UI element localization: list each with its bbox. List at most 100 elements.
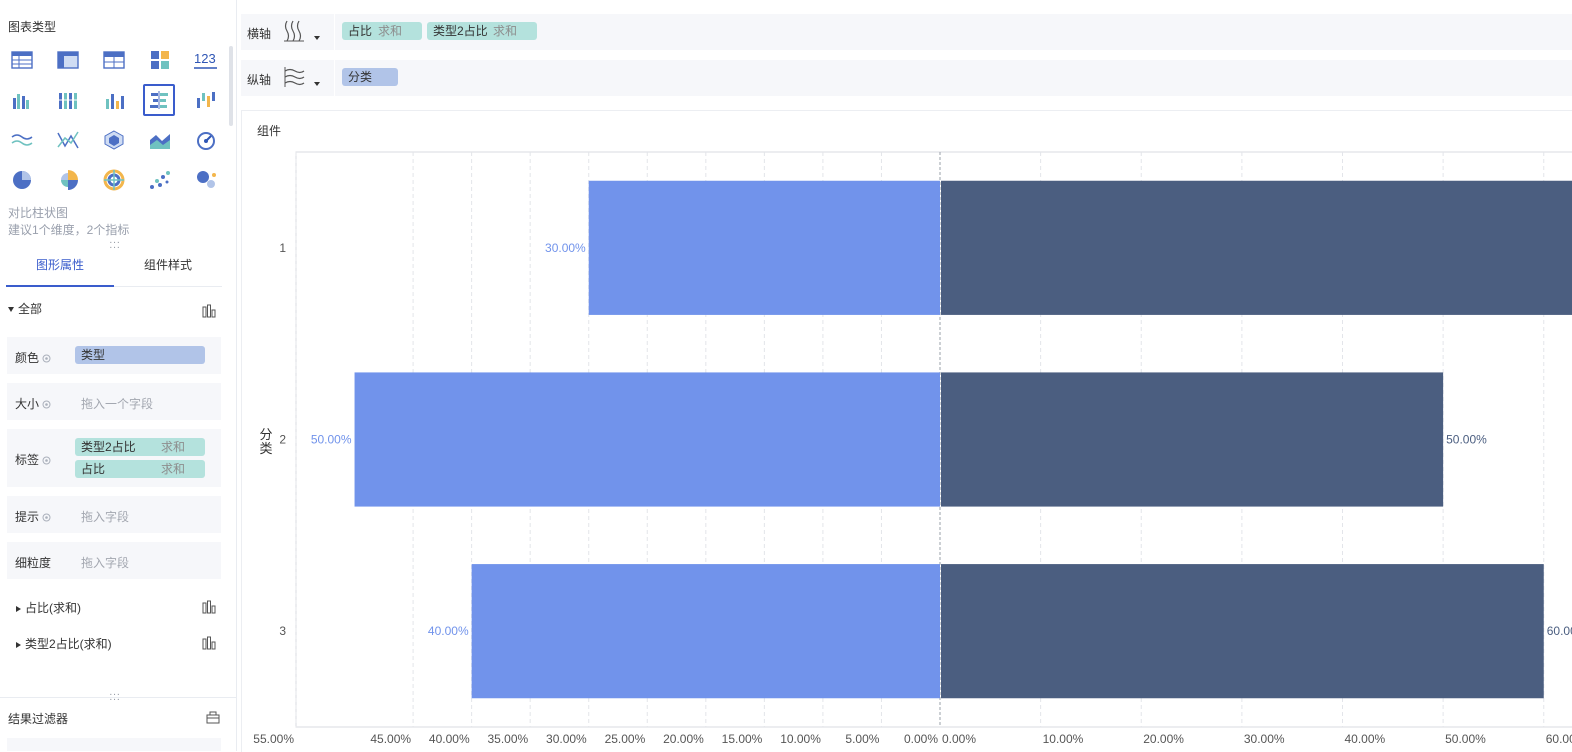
color-property-row: 颜色 类型 xyxy=(7,337,221,374)
right-tick-label: 10.00% xyxy=(1043,732,1084,746)
vertical-axis-pill[interactable]: 分类 xyxy=(342,68,398,86)
right-bar xyxy=(941,564,1544,699)
left-tick-label: 0.00% xyxy=(904,732,938,746)
horizontal-axis-pill[interactable]: 占比 求和 xyxy=(342,22,422,40)
horizontal-wave-icon[interactable] xyxy=(283,66,305,88)
y-axis-label: 分 xyxy=(259,427,272,442)
granularity-property-row: 细粒度 拖入字段 xyxy=(7,542,221,579)
measure-row-type2-ratio[interactable]: 类型2占比(求和) xyxy=(16,635,112,652)
left-bar xyxy=(471,564,940,699)
horizontal-axis-label: 横轴 xyxy=(247,27,272,41)
polyline-chart-icon[interactable] xyxy=(52,124,84,156)
line-chart-icon[interactable] xyxy=(6,124,38,156)
right-tick-label: 20.00% xyxy=(1143,732,1184,746)
resize-handle-icon[interactable]: ∙∙∙ ∙∙∙ xyxy=(109,689,121,705)
component-title: 组件 xyxy=(257,124,282,138)
left-bar xyxy=(354,372,940,507)
tab-component-style[interactable]: 组件样式 xyxy=(144,258,193,272)
chart-description: 对比柱状图 建议1个维度，2个指标 xyxy=(8,205,129,239)
category-tick-label: 3 xyxy=(279,624,286,638)
left-tick-label: 15.00% xyxy=(722,732,763,746)
tab-graphic-properties[interactable]: 图形属性 xyxy=(36,258,85,272)
bubble-chart-icon[interactable] xyxy=(190,164,222,196)
left-bar-label: 50.00% xyxy=(311,433,352,447)
size-property-row: 大小 拖入一个字段 xyxy=(7,383,221,420)
all-properties-row[interactable]: 全部 xyxy=(8,300,222,324)
settings-gear-icon[interactable] xyxy=(41,512,52,523)
dashboard-block-icon[interactable] xyxy=(144,44,176,76)
label-field-pill[interactable]: 类型2占比 求和 xyxy=(75,438,205,456)
bar-chart-icon[interactable] xyxy=(202,304,216,318)
divider xyxy=(0,697,236,698)
right-tick-label: 50.00% xyxy=(1445,732,1486,746)
vertical-axis-row: 纵轴 分类 xyxy=(241,60,1572,96)
horizontal-axis-pill[interactable]: 类型2占比 求和 xyxy=(427,22,537,40)
measure-row-ratio[interactable]: 占比(求和) xyxy=(16,599,81,616)
chevron-down-icon[interactable] xyxy=(314,82,320,86)
tooltip-property-row: 提示 拖入字段 xyxy=(7,496,221,533)
left-tick-label: 45.00% xyxy=(370,732,411,746)
expand-triangle-icon xyxy=(16,641,21,648)
settings-gear-icon[interactable] xyxy=(41,455,52,466)
horizontal-axis-row: 横轴 占比 求和 类型2占比 求和 xyxy=(241,14,1572,50)
left-tick-label: 55.00% xyxy=(253,732,294,746)
right-tick-label: 0.00% xyxy=(942,732,976,746)
range-bar-icon[interactable] xyxy=(190,84,222,116)
chart-type-scrollbar[interactable] xyxy=(229,46,233,126)
radar-chart-icon[interactable] xyxy=(98,124,130,156)
pie-chart-icon[interactable] xyxy=(6,164,38,196)
left-bar-label: 30.00% xyxy=(545,241,586,255)
tooltip-label: 提示 xyxy=(15,510,40,524)
granularity-drop-zone[interactable]: 拖入字段 xyxy=(81,556,130,570)
left-tick-label: 5.00% xyxy=(845,732,879,746)
right-bar xyxy=(941,180,1572,315)
left-tick-label: 10.00% xyxy=(780,732,821,746)
chart-type-title: 图表类型 xyxy=(8,20,57,34)
left-tick-label: 35.00% xyxy=(487,732,528,746)
settings-gear-icon[interactable] xyxy=(41,353,52,364)
all-label: 全部 xyxy=(18,302,43,316)
comparison-bar-icon[interactable] xyxy=(143,84,175,116)
left-tick-label: 40.00% xyxy=(429,732,470,746)
right-bar xyxy=(941,372,1444,507)
gauge-chart-icon[interactable] xyxy=(190,124,222,156)
kpi-number-icon[interactable]: 123 xyxy=(190,44,222,76)
tooltip-drop-zone[interactable]: 拖入字段 xyxy=(81,510,130,524)
active-tab-indicator xyxy=(6,285,114,287)
scatter-chart-icon[interactable] xyxy=(144,164,176,196)
stacked-bar-icon[interactable] xyxy=(52,84,84,116)
panel-divider xyxy=(236,0,237,751)
chart-hint: 建议1个维度，2个指标 xyxy=(8,223,130,237)
right-bar-label: 60.00% xyxy=(1547,624,1572,638)
table-chart-icon[interactable] xyxy=(6,44,38,76)
right-bar-label: 50.00% xyxy=(1446,433,1487,447)
rose-pie-icon[interactable] xyxy=(52,164,84,196)
resize-handle-icon[interactable]: ∙∙∙ ∙∙∙ xyxy=(109,237,121,253)
color-field-pill[interactable]: 类型 xyxy=(75,346,205,364)
pivot-table-icon[interactable] xyxy=(52,44,84,76)
left-tick-label: 20.00% xyxy=(663,732,704,746)
vertical-axis-label: 纵轴 xyxy=(247,73,272,87)
granularity-label: 细粒度 xyxy=(15,556,52,570)
area-chart-icon[interactable] xyxy=(144,124,176,156)
filter-drop-zone[interactable] xyxy=(7,738,221,751)
column-chart-icon[interactable] xyxy=(98,84,130,116)
category-tick-label: 2 xyxy=(279,433,286,447)
label-property-row: 标签 类型2占比 求和 占比 求和 xyxy=(7,429,221,487)
size-drop-zone[interactable]: 拖入一个字段 xyxy=(81,397,154,411)
collapse-triangle-icon xyxy=(8,307,14,313)
bar-chart-icon[interactable] xyxy=(202,600,216,614)
label-label: 标签 xyxy=(15,453,40,467)
settings-gear-icon[interactable] xyxy=(41,399,52,410)
right-tick-label: 40.00% xyxy=(1345,732,1386,746)
vertical-wave-icon[interactable] xyxy=(283,20,305,42)
property-tabs: 图形属性 组件样式 xyxy=(6,248,222,287)
bar-chart-icon[interactable] xyxy=(202,636,216,650)
grouped-bar-icon[interactable] xyxy=(6,84,38,116)
chevron-down-icon[interactable] xyxy=(314,36,320,40)
donut-chart-icon[interactable] xyxy=(98,164,130,196)
filter-box-icon[interactable] xyxy=(206,711,220,724)
right-tick-label: 30.00% xyxy=(1244,732,1285,746)
cross-table-icon[interactable] xyxy=(98,44,130,76)
label-field-pill[interactable]: 占比 求和 xyxy=(75,460,205,478)
